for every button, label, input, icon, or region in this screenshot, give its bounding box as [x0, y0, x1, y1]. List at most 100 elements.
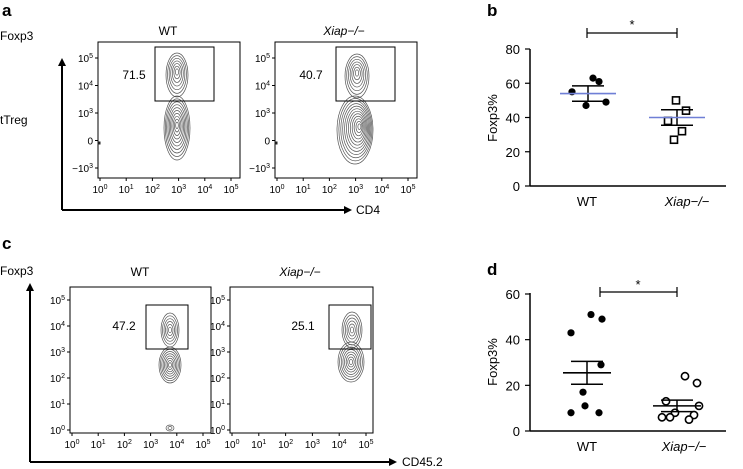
x-tick-label: 101 [119, 184, 134, 196]
data-point [589, 74, 597, 82]
contour-line [353, 118, 364, 137]
data-point [684, 415, 694, 424]
y-tick-label: 60 [506, 287, 520, 302]
contour-line [355, 120, 363, 134]
x-tick-label: 102 [278, 439, 293, 451]
data-point [568, 88, 576, 96]
significance-star: * [629, 17, 634, 32]
data-point [602, 98, 610, 106]
contour-line [346, 108, 368, 149]
contour-line [165, 424, 175, 432]
plot-frame [97, 41, 241, 179]
contour-line [344, 53, 370, 99]
y-tick-label: 80 [506, 42, 520, 57]
contour-line [161, 351, 179, 379]
contour-line [166, 360, 174, 370]
plot-frame [274, 41, 418, 179]
data-point [671, 96, 681, 105]
gate-percent: 71.5 [122, 68, 146, 82]
y-tick-label: 0 [513, 179, 520, 194]
y-tick-label: 0 [264, 137, 270, 148]
facs-plot-a-wt: WT 105 104 103 0 −103 100 101 102 103 104 105 71.… [72, 24, 241, 196]
y-tick-label: 101 [50, 399, 65, 411]
contour-line [348, 110, 367, 146]
x-tick-label: 103 [171, 184, 186, 196]
contour-line [342, 349, 360, 375]
contour-line [349, 113, 366, 143]
contour-line [343, 314, 361, 346]
y-tick-label: 101 [210, 399, 225, 411]
y-tick-label: 103 [210, 347, 225, 359]
contour-line [172, 115, 182, 136]
contour-line [158, 346, 182, 384]
contour-line [349, 61, 365, 88]
gate-percent: 25.1 [291, 319, 315, 333]
gate-percent: 47.2 [112, 319, 136, 333]
y-axis-ticks: 0 20 40 60 80 [506, 42, 530, 194]
y-tick-label: 100 [50, 425, 65, 437]
y-tick-label: 105 [78, 53, 93, 65]
contour-line [162, 353, 178, 377]
y-tick-label: 103 [78, 108, 93, 120]
x-tick-label: 100 [224, 439, 239, 451]
data-point [669, 135, 679, 145]
x-tick-label: 105 [358, 439, 373, 451]
y-tick-label: 102 [210, 373, 225, 385]
y-axis-label: Foxp3% [485, 338, 500, 386]
contour-line [349, 359, 353, 365]
gate-box [145, 304, 189, 350]
y-tick-labels: 105 104 103 102 101 100 [210, 295, 230, 437]
plot-frame [69, 286, 212, 434]
data-point [597, 361, 605, 369]
data-point [567, 409, 575, 417]
x-tick-labels: 100 101 102 103 104 105 [92, 178, 239, 196]
contour-line [344, 105, 369, 152]
significance-star: * [635, 277, 640, 292]
y-tick-label: 105 [50, 295, 65, 307]
panel-c-ylabel: Foxp3 [0, 264, 34, 278]
x-tick-label: 102 [117, 439, 132, 451]
contour-line [168, 326, 172, 334]
plot-frame [229, 286, 374, 434]
y-tick-label: 103 [50, 347, 65, 359]
contour-line [168, 362, 172, 368]
contour-line [163, 95, 191, 161]
x-tick-labels: 100 101 102 103 104 105 [64, 433, 211, 451]
x-tick-label: 102 [145, 184, 160, 196]
data-point [582, 101, 590, 110]
contour-line [351, 115, 365, 140]
gate-percent: 40.7 [299, 68, 323, 82]
y-tick-label: 105 [210, 295, 225, 307]
contour-line [346, 320, 358, 340]
contour-plot [274, 53, 374, 165]
contour-line [167, 426, 173, 430]
data-point [661, 396, 671, 406]
contour-line [162, 315, 178, 345]
data-marks [563, 310, 704, 424]
y-tick-label: 104 [255, 81, 270, 93]
contour-line [344, 351, 358, 373]
y-tick-labels: 105 104 103 0 −103 [72, 53, 98, 175]
panel-label-b: b [487, 1, 497, 20]
x-tick-label: 101 [91, 439, 106, 451]
plot-title: WT [131, 265, 150, 279]
panel-a: Foxp3 tTreg CD4 WT 105 104 103 0 −103 100 101… [0, 24, 418, 217]
data-point [581, 402, 589, 410]
x-tick-label: 101 [296, 184, 311, 196]
contour-line [164, 98, 190, 157]
data-point [579, 388, 587, 396]
contour-line [348, 58, 366, 92]
contour-line [349, 326, 355, 334]
data-point [692, 378, 702, 388]
contour-line [345, 354, 357, 370]
y-tick-label: 40 [506, 111, 520, 126]
y-tick-label: 104 [50, 321, 65, 333]
contour-line [164, 355, 176, 375]
x-tick-label: 104 [197, 184, 212, 196]
x-tick-label: 102 [322, 184, 337, 196]
contour-line [175, 121, 179, 129]
significance-bracket [599, 287, 678, 297]
